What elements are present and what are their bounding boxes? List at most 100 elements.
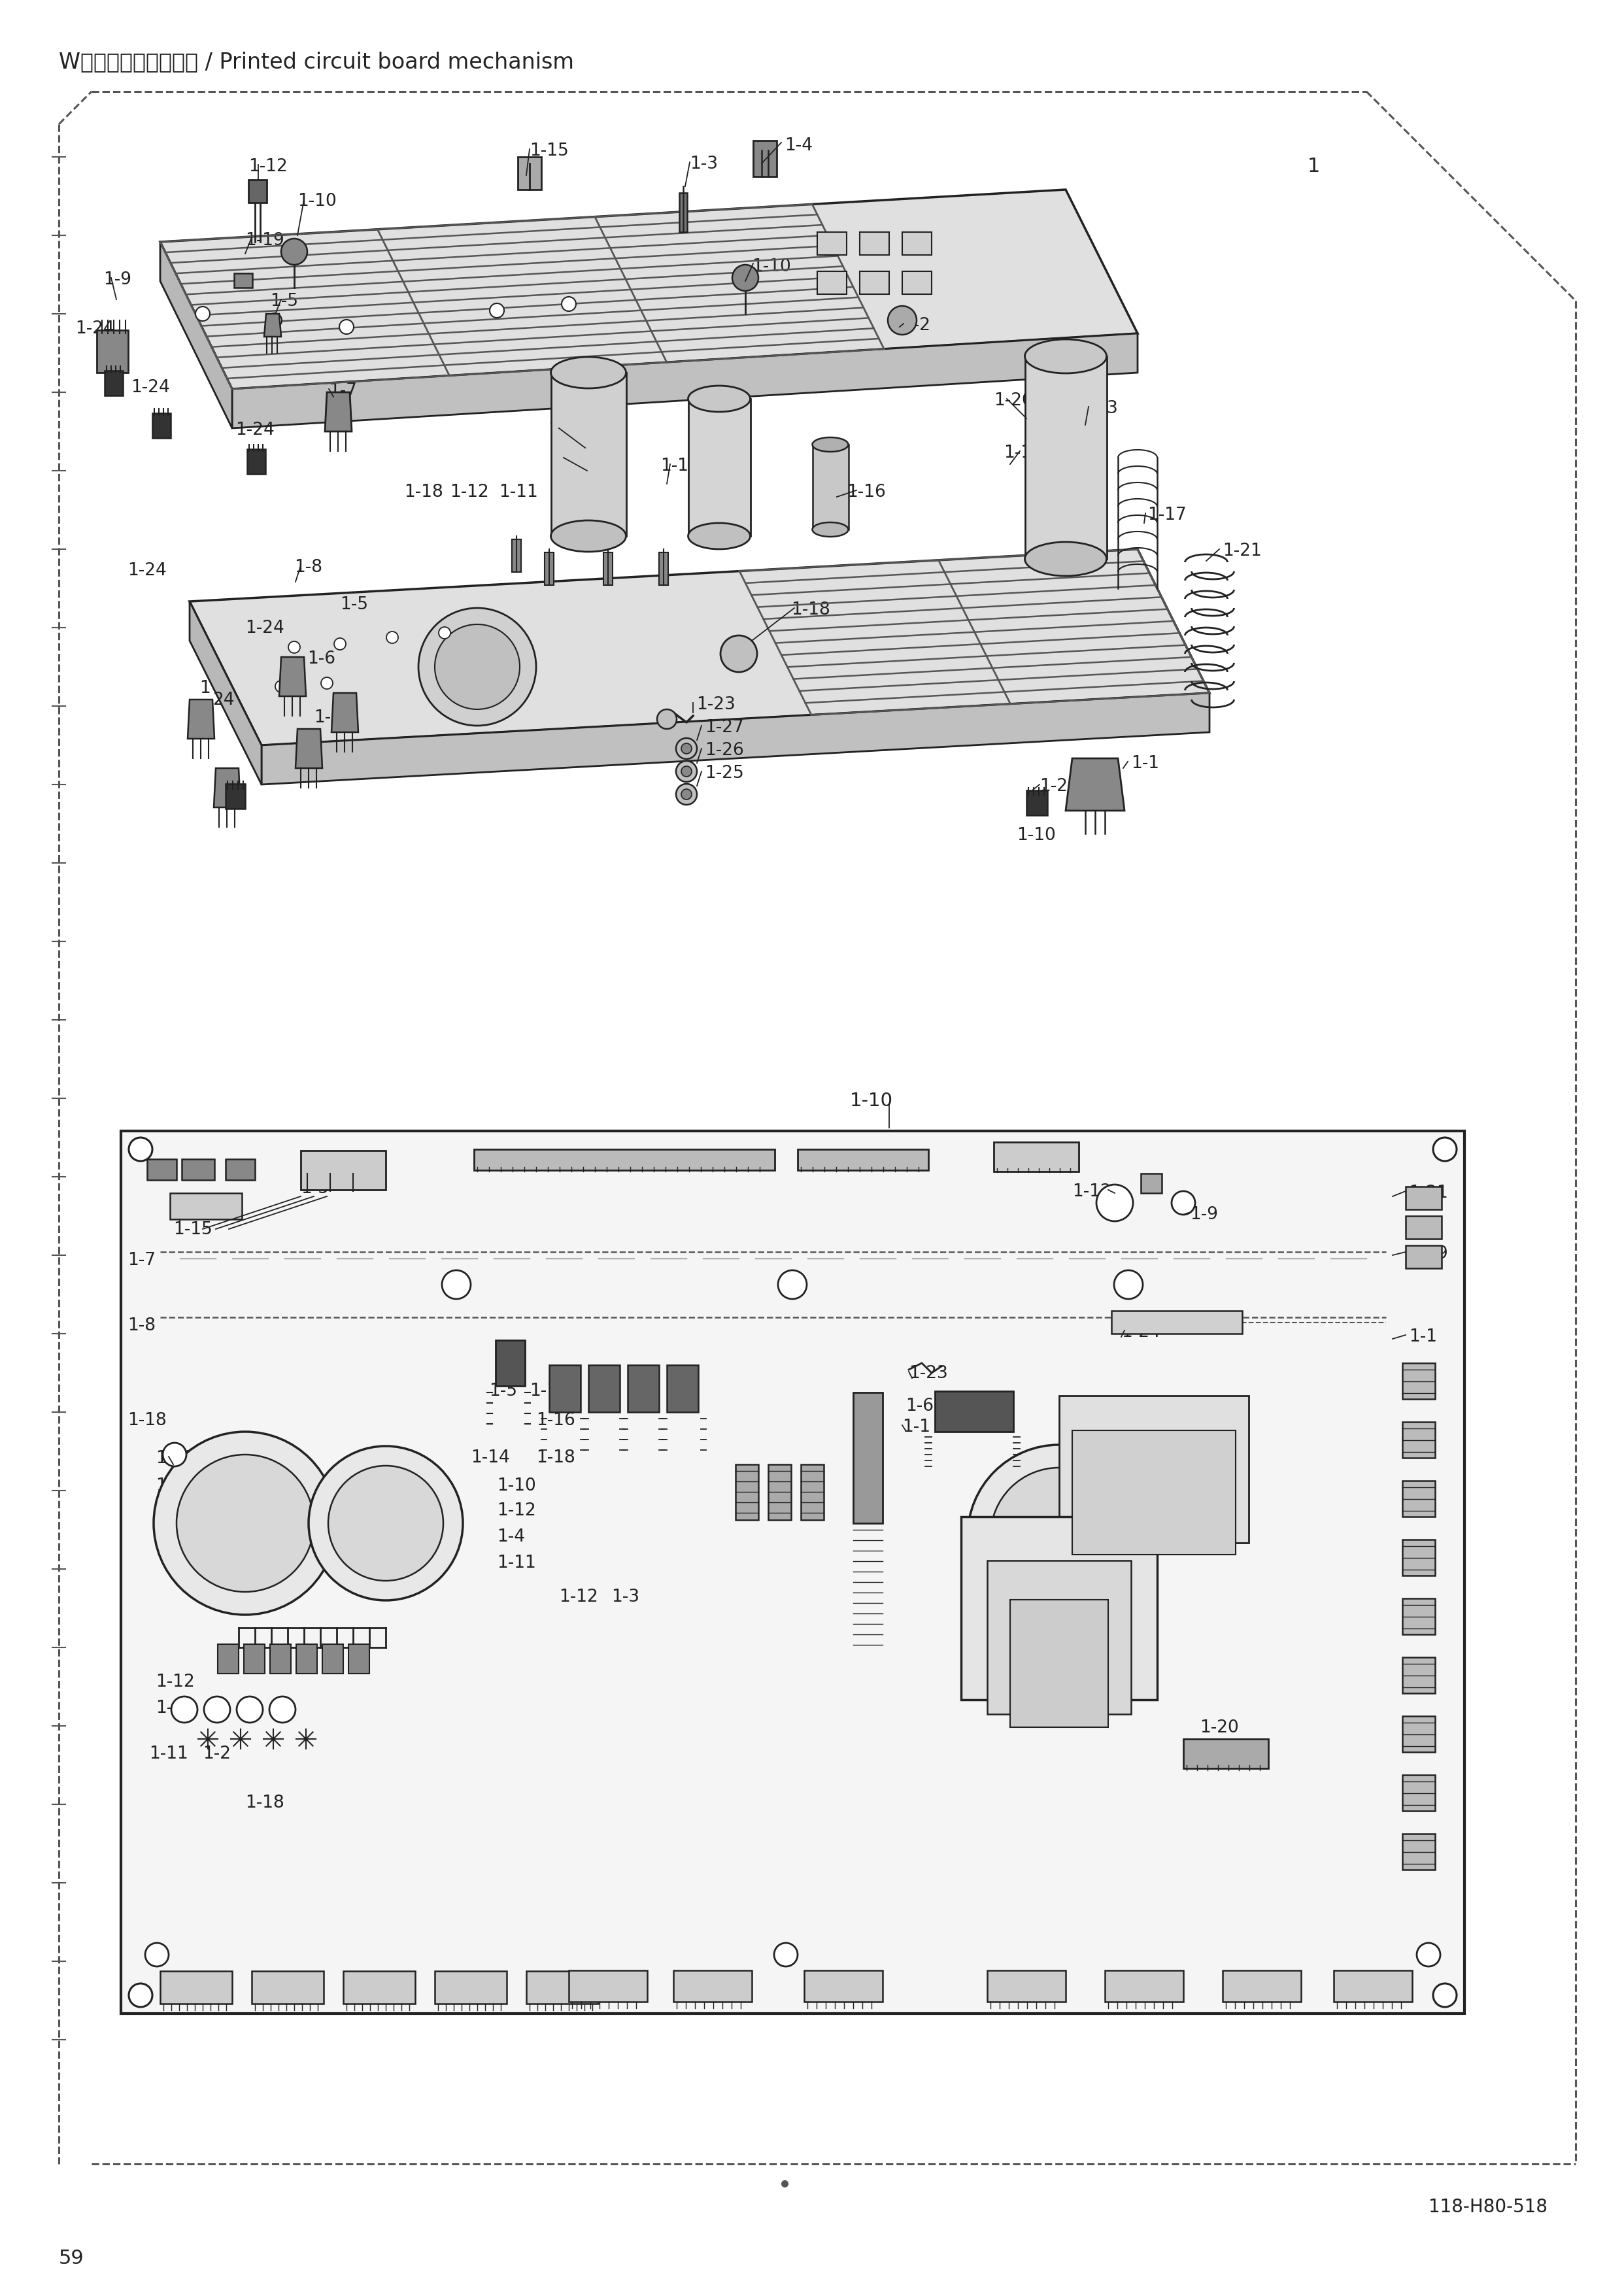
Circle shape (1114, 1271, 1143, 1298)
Text: 1-24: 1-24 (132, 379, 171, 397)
Bar (1403, 1480, 1436, 1516)
Text: 1-7: 1-7 (328, 383, 357, 399)
Polygon shape (190, 548, 1210, 746)
Polygon shape (279, 656, 305, 697)
Bar (674, 1971, 752, 2003)
Ellipse shape (812, 438, 848, 452)
Text: 1-12: 1-12 (450, 484, 489, 500)
Text: 1-24: 1-24 (313, 709, 352, 727)
Bar (679, 193, 687, 232)
Bar (801, 1464, 823, 1521)
Text: 1-3: 1-3 (611, 1590, 640, 1606)
Text: 1-18: 1-18 (245, 1794, 284, 1812)
Bar (903, 271, 932, 294)
Bar (226, 1158, 255, 1179)
Bar (544, 553, 554, 585)
Text: 1-5: 1-5 (270, 294, 299, 310)
Text: 1-22: 1-22 (547, 422, 586, 438)
Bar (1406, 1246, 1442, 1269)
Polygon shape (1065, 759, 1124, 810)
Bar (1403, 1422, 1436, 1459)
Bar (1111, 1310, 1242, 1333)
Ellipse shape (551, 521, 625, 553)
Bar (1072, 1431, 1236, 1555)
Circle shape (442, 1271, 471, 1298)
Bar (120, 1131, 1465, 2014)
Bar (588, 1365, 620, 1413)
Circle shape (968, 1445, 1151, 1629)
Circle shape (162, 1443, 187, 1466)
Circle shape (339, 319, 354, 335)
Text: 1-10: 1-10 (497, 1477, 536, 1493)
Text: 1-18: 1-18 (536, 1450, 575, 1466)
Circle shape (435, 624, 520, 709)
Text: 1-13: 1-13 (1111, 1477, 1150, 1493)
Bar (495, 1340, 525, 1386)
Text: 24: 24 (213, 693, 234, 709)
Bar (322, 1645, 343, 1675)
Circle shape (322, 677, 333, 688)
Text: 1-12: 1-12 (559, 1590, 598, 1606)
Bar (248, 179, 266, 202)
Text: 1-1: 1-1 (903, 1418, 931, 1436)
Text: 1-9: 1-9 (104, 271, 132, 289)
Ellipse shape (551, 358, 625, 388)
Bar (518, 156, 541, 190)
Bar (736, 1464, 758, 1521)
Text: 1-18: 1-18 (552, 452, 591, 468)
Bar (1026, 791, 1047, 814)
Bar (97, 330, 128, 372)
Text: 1-1: 1-1 (1130, 755, 1160, 773)
Text: 1-2: 1-2 (156, 1530, 184, 1546)
Circle shape (680, 766, 692, 778)
Bar (218, 1645, 239, 1675)
Text: 1-6: 1-6 (906, 1397, 934, 1415)
Circle shape (676, 785, 697, 805)
Text: 1-17: 1-17 (529, 1383, 568, 1399)
Bar (1406, 1186, 1442, 1209)
Text: 1-24: 1-24 (1039, 778, 1078, 796)
Circle shape (309, 1445, 463, 1601)
Bar (1403, 1656, 1436, 1693)
Ellipse shape (689, 385, 750, 413)
Circle shape (328, 1466, 443, 1581)
Bar (1184, 1739, 1268, 1769)
Circle shape (289, 642, 300, 654)
Text: 1-2: 1-2 (203, 1746, 231, 1762)
Circle shape (154, 1431, 336, 1615)
Bar (817, 271, 846, 294)
Text: 1-9: 1-9 (1190, 1207, 1218, 1223)
Bar (1403, 1363, 1436, 1399)
Text: 1-22: 1-22 (156, 1450, 195, 1466)
Circle shape (721, 635, 757, 672)
Text: 1-1: 1-1 (1410, 1328, 1437, 1344)
Text: 1-15: 1-15 (529, 142, 568, 161)
Bar (1104, 1971, 1184, 2003)
Text: 1-20: 1-20 (1200, 1720, 1239, 1737)
Circle shape (1171, 1191, 1195, 1214)
Circle shape (490, 303, 503, 319)
Bar (994, 1142, 1078, 1172)
Circle shape (237, 1698, 263, 1723)
Circle shape (419, 608, 536, 725)
Text: 1-12: 1-12 (248, 158, 287, 174)
Text: 1-16: 1-16 (846, 484, 885, 500)
Text: 1-24: 1-24 (75, 321, 114, 337)
Bar (903, 232, 932, 255)
Polygon shape (261, 693, 1210, 785)
Circle shape (281, 239, 307, 264)
Text: 1-19: 1-19 (245, 232, 284, 250)
Text: 1-8: 1-8 (294, 560, 322, 576)
Bar (1403, 1599, 1436, 1633)
Text: 1-10: 1-10 (849, 1092, 893, 1110)
Bar (1140, 1175, 1161, 1193)
Circle shape (676, 762, 697, 782)
Circle shape (888, 305, 916, 335)
Bar (161, 1971, 232, 2003)
Bar (435, 1971, 507, 2003)
Polygon shape (325, 392, 352, 431)
Text: 1-13: 1-13 (1078, 399, 1117, 418)
Text: 1-26: 1-26 (705, 741, 744, 759)
Polygon shape (161, 190, 1137, 390)
Ellipse shape (1025, 340, 1106, 374)
